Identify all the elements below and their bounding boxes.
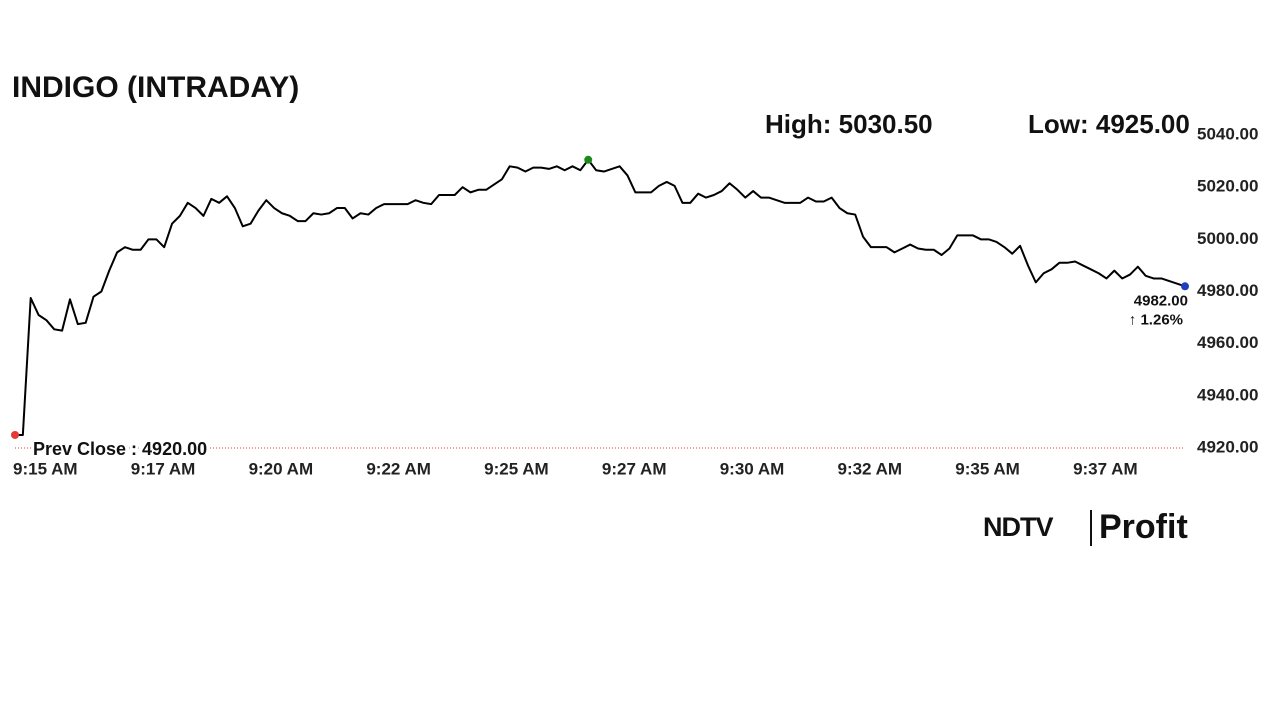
start-dot: [11, 430, 19, 439]
x-tick-label: 9:30 AM: [720, 459, 785, 478]
change-label: ↑ 1.26%: [1129, 311, 1183, 328]
y-tick-label: 4940.00: [1197, 385, 1258, 404]
y-tick-label: 5000.00: [1197, 229, 1258, 248]
price-line: [15, 158, 1186, 436]
x-tick-label: 9:35 AM: [955, 459, 1020, 478]
x-tick-label: 9:32 AM: [837, 459, 902, 478]
x-tick-label: 9:15 AM: [13, 459, 78, 478]
y-tick-label: 5020.00: [1197, 177, 1258, 196]
brand-profit: Profit: [1099, 508, 1188, 546]
x-tick-label: 9:37 AM: [1073, 459, 1138, 478]
brand-ndtv: NDTV: [983, 512, 1053, 542]
x-tick-label: 9:25 AM: [484, 459, 549, 478]
x-tick-label: 9:17 AM: [131, 459, 196, 478]
end-dot: [1181, 282, 1189, 291]
y-tick-label: 4920.00: [1197, 437, 1258, 456]
last-price-label: 4982.00: [1134, 292, 1188, 309]
x-tick-label: 9:27 AM: [602, 459, 667, 478]
y-tick-label: 4960.00: [1197, 333, 1258, 352]
y-tick-label: 4980.00: [1197, 281, 1258, 300]
low-label: Low: 4925.00: [1028, 109, 1190, 139]
prev-close-label: Prev Close : 4920.00: [33, 439, 207, 459]
y-tick-label: 5040.00: [1197, 124, 1258, 143]
high-label: High: 5030.50: [765, 109, 933, 139]
high-dot: [584, 155, 593, 164]
x-tick-label: 9:20 AM: [249, 459, 314, 478]
x-tick-label: 9:22 AM: [366, 459, 431, 478]
chart-title: INDIGO (INTRADAY): [12, 71, 299, 104]
